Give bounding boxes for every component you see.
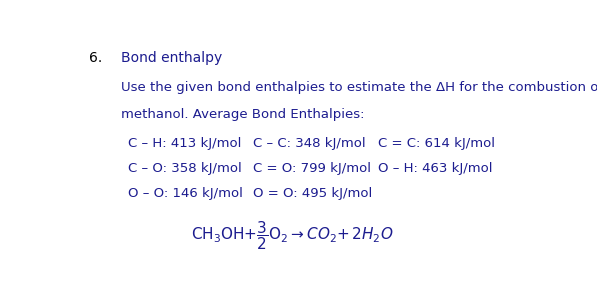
Text: Use the given bond enthalpies to estimate the ΔH for the combustion of 1 mole of: Use the given bond enthalpies to estimat… [121,81,597,94]
Text: Bond enthalpy: Bond enthalpy [121,52,222,65]
Text: C – H: 413 kJ/mol: C – H: 413 kJ/mol [128,137,241,150]
Text: $\mathrm{CH_3OH{+}}\dfrac{3}{2}\mathrm{O_2{\rightarrow}}{\it C}{\it O}_2\mathrm{: $\mathrm{CH_3OH{+}}\dfrac{3}{2}\mathrm{O… [191,219,393,252]
Text: O = O: 495 kJ/mol: O = O: 495 kJ/mol [253,187,372,200]
Text: methanol. Average Bond Enthalpies:: methanol. Average Bond Enthalpies: [121,108,364,121]
Text: O – H: 463 kJ/mol: O – H: 463 kJ/mol [378,162,492,175]
Text: C = C: 614 kJ/mol: C = C: 614 kJ/mol [378,137,495,150]
Text: O – O: 146 kJ/mol: O – O: 146 kJ/mol [128,187,243,200]
Text: C – O: 358 kJ/mol: C – O: 358 kJ/mol [128,162,242,175]
Text: 6.: 6. [88,52,101,65]
Text: C – C: 348 kJ/mol: C – C: 348 kJ/mol [253,137,365,150]
Text: C = O: 799 kJ/mol: C = O: 799 kJ/mol [253,162,371,175]
